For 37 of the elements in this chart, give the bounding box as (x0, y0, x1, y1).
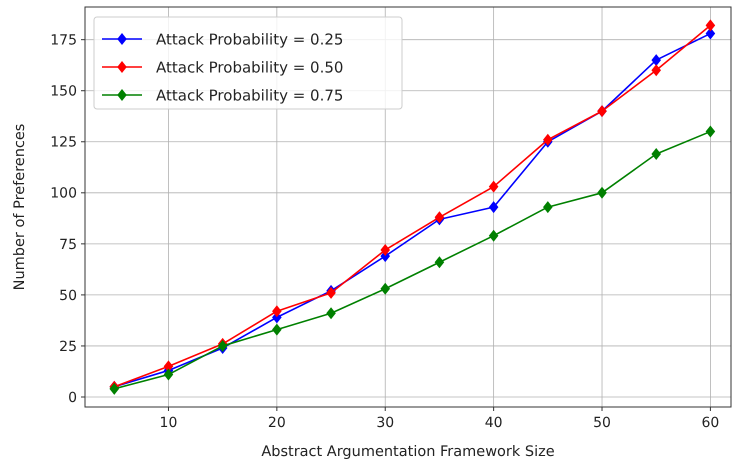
point (651, 54, 662, 66)
x-tick-label: 50 (593, 415, 611, 431)
y-tick-label: 125 (50, 134, 77, 151)
legend-label: Attack Probability = 0.50 (156, 58, 344, 76)
legend-label: Attack Probability = 0.75 (156, 86, 344, 104)
point (651, 64, 662, 76)
y-tick-label: 0 (68, 390, 77, 406)
x-tick-label: 10 (160, 415, 178, 431)
point (706, 28, 716, 40)
x-tick-label: 40 (484, 415, 503, 431)
point (651, 148, 662, 160)
x-axis-title: Abstract Argumentation Framework Size (261, 444, 555, 460)
point (380, 282, 390, 295)
point (272, 324, 282, 336)
legend-label: Attack Probability = 0.25 (156, 30, 344, 48)
x-tick-label: 60 (701, 415, 720, 431)
point (380, 244, 390, 256)
y-tick-label: 75 (59, 236, 77, 253)
point (326, 307, 336, 320)
y-tick-label: 50 (59, 288, 77, 304)
point (488, 180, 498, 193)
y-tick-label: 100 (50, 186, 77, 202)
point (272, 305, 282, 318)
y-axis-title: Number of Preferences (12, 124, 28, 290)
point (597, 186, 607, 199)
point (706, 126, 716, 138)
x-tick-label: 30 (376, 415, 394, 431)
point (488, 230, 498, 242)
point (164, 368, 174, 381)
point (488, 201, 498, 214)
point (434, 256, 444, 268)
point (706, 19, 716, 32)
y-tick-label: 150 (50, 84, 77, 100)
x-tick-label: 20 (268, 415, 286, 431)
point (543, 201, 553, 214)
y-tick-label: 175 (50, 32, 77, 49)
y-tick-label: 25 (59, 338, 77, 355)
